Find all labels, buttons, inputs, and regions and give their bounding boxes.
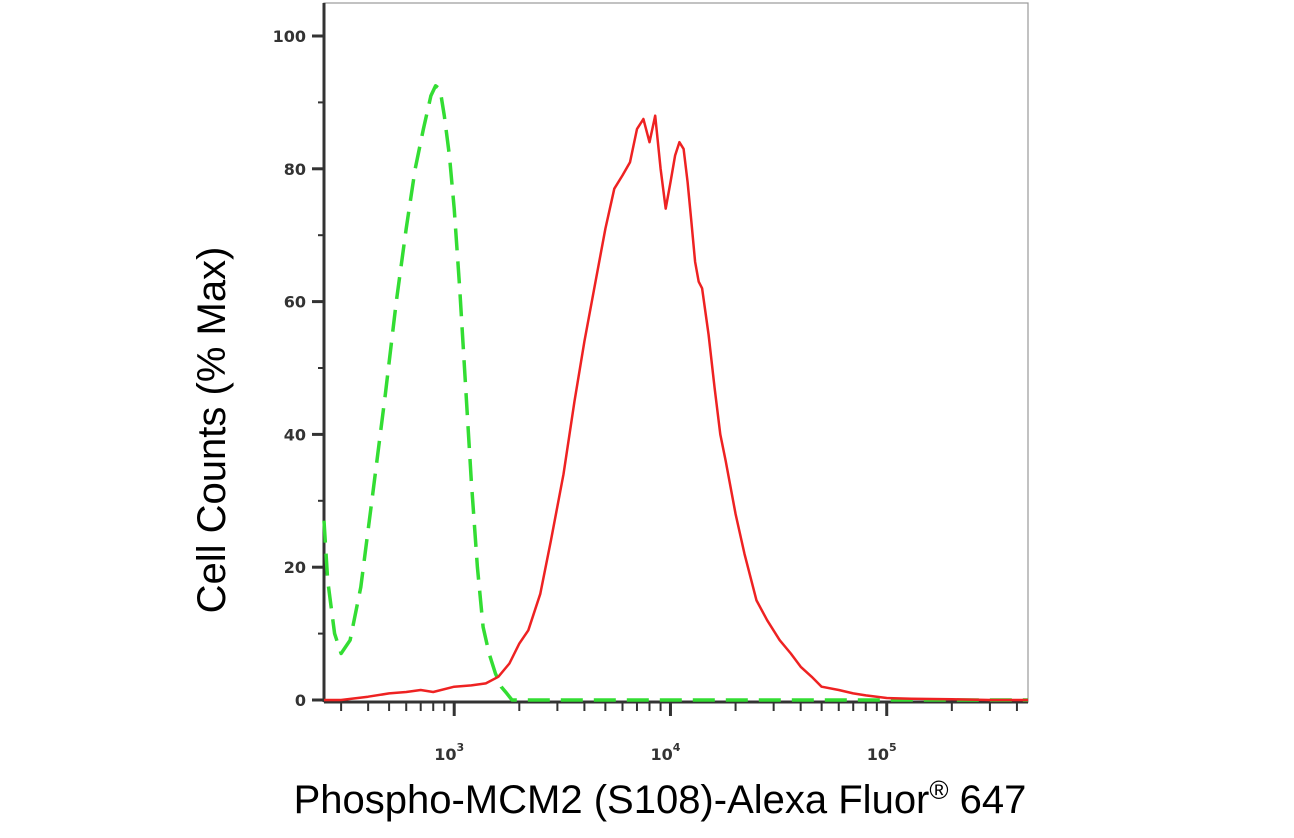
y-tick-label: 80 — [284, 160, 306, 179]
series-layer — [322, 84, 1028, 702]
x-tick-label: 104 — [651, 741, 681, 764]
x-axis-title-suffix: 647 — [949, 778, 1027, 822]
x-ticks: 103 104 105 — [340, 702, 1018, 764]
x-tick-label: 103 — [434, 741, 464, 764]
y-tick-label: 40 — [284, 425, 306, 444]
y-tick-label: 100 — [273, 27, 306, 46]
x-tick-label: 105 — [867, 741, 897, 764]
plot-frame — [323, 2, 1029, 703]
control-histogram-line — [322, 84, 1028, 702]
x-axis-title-mark: ® — [929, 775, 948, 805]
y-tick-label: 60 — [284, 293, 306, 312]
y-ticks: 0 20 40 60 80 100 — [273, 27, 324, 710]
x-axis-title-main: Phospho-MCM2 (S108)-Alexa Fluor — [294, 778, 930, 822]
x-axis-title: Phospho-MCM2 (S108)-Alexa Fluor® 647 — [294, 775, 1027, 822]
y-tick-label: 0 — [295, 691, 306, 710]
y-axis-title: Cell Counts (% Max) — [190, 247, 234, 614]
stained-histogram-line — [324, 114, 1028, 702]
y-tick-label: 20 — [284, 558, 306, 577]
